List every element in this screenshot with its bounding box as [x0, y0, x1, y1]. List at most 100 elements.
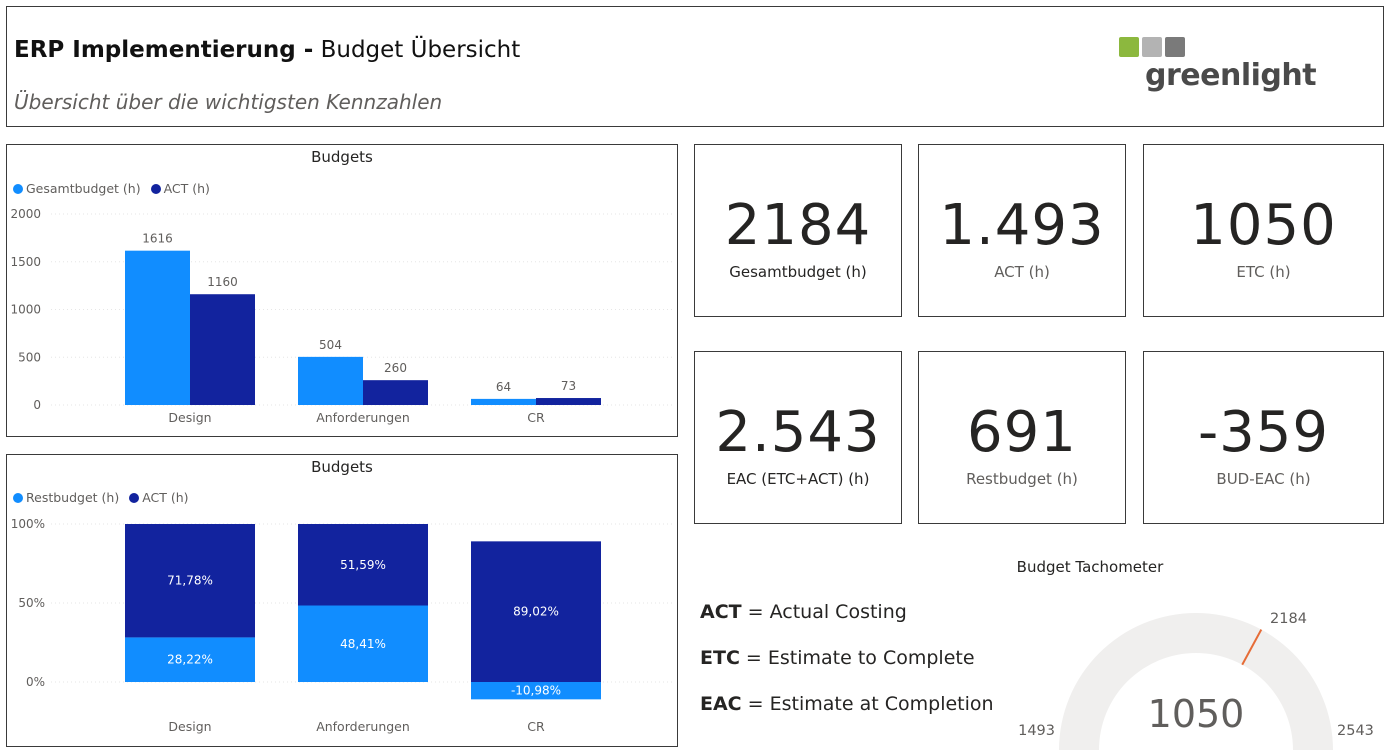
- glossary-act: ACT = Actual Costing: [700, 601, 907, 623]
- report-subtitle: Übersicht über die wichtigsten Kennzahle…: [14, 90, 443, 114]
- legend-label: Gesamtbudget (h): [26, 181, 141, 196]
- bar-segment-act: [298, 524, 428, 606]
- data-label: 48,41%: [340, 637, 386, 651]
- kpi-label: Gesamtbudget (h): [729, 263, 867, 281]
- greenlight-logo: greenlight: [1119, 35, 1339, 105]
- glossary-text: = Estimate at Completion: [741, 693, 994, 715]
- logo-text: greenlight: [1145, 58, 1317, 93]
- legend-dot: [13, 184, 23, 194]
- kpi-label: EAC (ETC+ACT) (h): [726, 470, 870, 488]
- legend-dot: [13, 493, 23, 503]
- budgets-bar-chart[interactable]: Budgets Gesamtbudget (h) ACT (h) 0 500 100…: [6, 144, 678, 437]
- stacked-chart-plot: 0% 50% 100% 28,22% 71,78% Design 48,41% 51,59% A…: [11, 517, 675, 734]
- y-tick-label: 2000: [10, 207, 41, 221]
- gauge-value: 1050: [1148, 692, 1245, 736]
- y-tick-label: 1000: [10, 303, 41, 317]
- x-tick-label: Design: [168, 719, 211, 734]
- kpi-label: BUD-EAC (h): [1216, 470, 1311, 488]
- data-label: 28,22%: [167, 653, 213, 667]
- kpi-value: 1050: [1190, 193, 1337, 258]
- bar-act: [536, 398, 601, 405]
- budgets-stacked-chart[interactable]: Budgets Restbudget (h) ACT (h) 0% 50% 100%…: [6, 454, 678, 747]
- glossary-term: ACT: [700, 601, 742, 623]
- data-label: 51,59%: [340, 558, 386, 572]
- kpi-card-gesamtbudget[interactable]: 2184 Gesamtbudget (h): [694, 144, 902, 317]
- logo-square-green: [1119, 37, 1139, 57]
- kpi-value: 2.543: [715, 400, 881, 465]
- kpi-value: -359: [1197, 400, 1330, 465]
- data-label: -10,98%: [511, 684, 561, 698]
- chart-title: Budgets: [311, 148, 373, 166]
- bar-gesamtbudget: [125, 250, 190, 405]
- x-tick-label: Design: [168, 410, 211, 425]
- legend-label: ACT (h): [142, 490, 189, 505]
- data-label: 1160: [207, 275, 238, 289]
- kpi-card-etc[interactable]: 1050 ETC (h): [1143, 144, 1384, 317]
- y-tick-label: 50%: [18, 596, 45, 610]
- report-title-bold: ERP Implementierung -: [14, 37, 314, 63]
- y-tick-label: 500: [18, 350, 41, 364]
- y-tick-label: 0%: [26, 675, 45, 689]
- y-tick-label: 0: [33, 398, 41, 412]
- logo-square-darkgray: [1165, 37, 1185, 57]
- report-title: ERP Implementierung - Budget Übersicht: [14, 37, 520, 63]
- glossary-text: = Estimate to Complete: [739, 647, 975, 669]
- legend-item-restbudget[interactable]: Restbudget (h): [13, 490, 119, 505]
- data-label: 64: [496, 380, 511, 394]
- data-label: 89,02%: [513, 605, 559, 619]
- legend-dot: [129, 493, 140, 503]
- bar-segment-restbudget: [298, 605, 428, 682]
- kpi-value: 691: [967, 400, 1077, 465]
- y-tick-label: 100%: [11, 517, 45, 531]
- x-tick-label: CR: [527, 719, 545, 734]
- kpi-value: 2184: [724, 193, 872, 258]
- kpi-label: Restbudget (h): [966, 470, 1078, 488]
- legend-label: ACT (h): [163, 181, 210, 196]
- bar-segment-act: [125, 524, 255, 638]
- report-title-rest: Budget Übersicht: [313, 37, 521, 63]
- glossary-term: ETC: [700, 647, 740, 669]
- glossary-term: EAC: [700, 693, 742, 715]
- gauge-track: [1059, 613, 1333, 750]
- bar-act: [363, 380, 428, 405]
- bar-act: [190, 294, 255, 405]
- data-label: 1616: [142, 232, 173, 246]
- bar-segment-act: [471, 541, 601, 682]
- report-header: ERP Implementierung - Budget Übersicht Ü…: [6, 6, 1384, 127]
- chart-title: Budgets: [311, 458, 373, 476]
- kpi-card-act[interactable]: 1.493 ACT (h): [918, 144, 1126, 317]
- kpi-label: ETC (h): [1236, 263, 1291, 281]
- legend-item-gesamtbudget[interactable]: Gesamtbudget (h): [13, 181, 141, 196]
- chart-legend: Gesamtbudget (h) ACT (h): [13, 181, 216, 196]
- x-tick-label: CR: [527, 410, 545, 425]
- bar-gesamtbudget: [298, 356, 363, 405]
- x-tick-label: Anforderungen: [316, 719, 410, 734]
- kpi-card-restbudget[interactable]: 691 Restbudget (h): [918, 351, 1126, 524]
- gauge-max-label: 2543: [1337, 723, 1374, 739]
- gauge-target-label: 2184: [1270, 611, 1307, 627]
- chart-legend: Restbudget (h) ACT (h): [13, 490, 195, 505]
- gauge-min-label: 1493: [1018, 723, 1055, 739]
- x-tick-label: Anforderungen: [316, 410, 410, 425]
- legend-dot: [150, 184, 161, 194]
- kpi-card-bud-eac[interactable]: -359 BUD-EAC (h): [1143, 351, 1384, 524]
- kpi-card-eac[interactable]: 2.543 EAC (ETC+ACT) (h): [694, 351, 902, 524]
- kpi-value: 1.493: [939, 193, 1105, 258]
- bar-segment-restbudget: [125, 637, 255, 682]
- glossary-etc: ETC = Estimate to Complete: [700, 647, 975, 669]
- legend-item-act[interactable]: ACT (h): [150, 181, 210, 196]
- y-tick-label: 1500: [10, 255, 41, 269]
- data-label: 260: [384, 361, 407, 375]
- legend-label: Restbudget (h): [26, 490, 120, 505]
- glossary-text: = Actual Costing: [741, 601, 907, 623]
- bar-gesamtbudget: [471, 398, 536, 405]
- budget-gauge[interactable]: 2184 1050 1493 2543: [993, 554, 1393, 754]
- logo-square-lightgray: [1142, 37, 1162, 57]
- bar-chart-plot: 0 500 1000 1500 2000 1616 1160 Design 504 260 Anfo…: [10, 207, 675, 425]
- data-label: 73: [561, 379, 576, 393]
- gauge-target-line: [1241, 629, 1263, 666]
- legend-item-act[interactable]: ACT (h): [129, 490, 189, 505]
- gauge-title: Budget Tachometer: [1016, 558, 1164, 576]
- data-label: 71,78%: [167, 574, 213, 588]
- bar-segment-restbudget: [471, 682, 601, 700]
